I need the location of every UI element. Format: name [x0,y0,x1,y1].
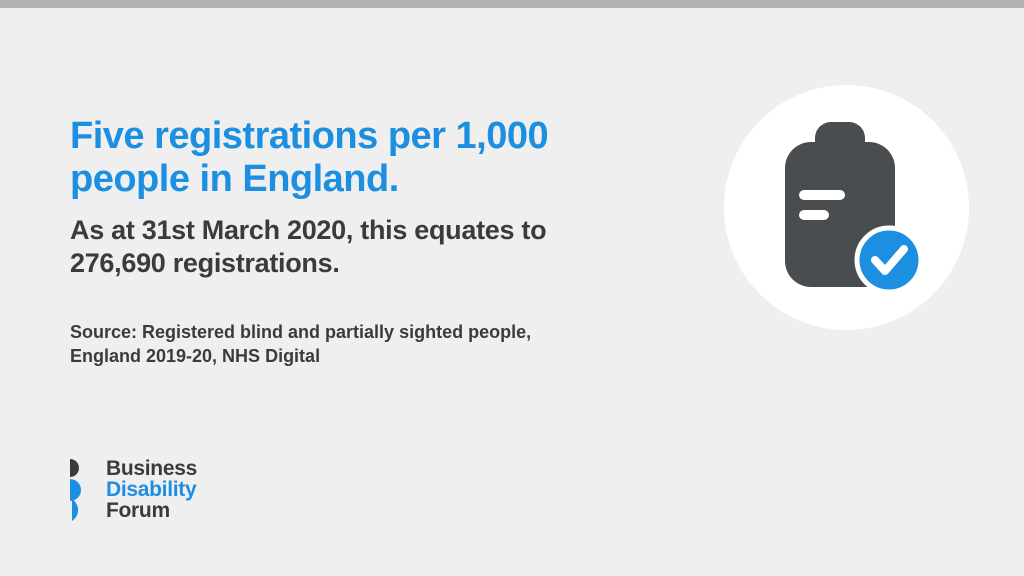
top-accent-bar [0,0,1024,8]
brand-logo-mark [70,459,98,521]
logo-line-2: Disability [106,479,197,500]
brand-logo: Business Disability Forum [70,458,197,521]
source-citation: Source: Registered blind and partially s… [70,320,590,369]
icon-circle [724,85,969,330]
logo-line-3: Forum [106,500,197,521]
logo-line-1: Business [106,458,197,479]
clipboard-check-icon [767,120,927,295]
text-content-block: Five registrations per 1,000 people in E… [70,115,590,369]
subhead: As at 31st March 2020, this equates to 2… [70,214,590,280]
brand-logo-text: Business Disability Forum [106,458,197,521]
headline: Five registrations per 1,000 people in E… [70,115,590,200]
